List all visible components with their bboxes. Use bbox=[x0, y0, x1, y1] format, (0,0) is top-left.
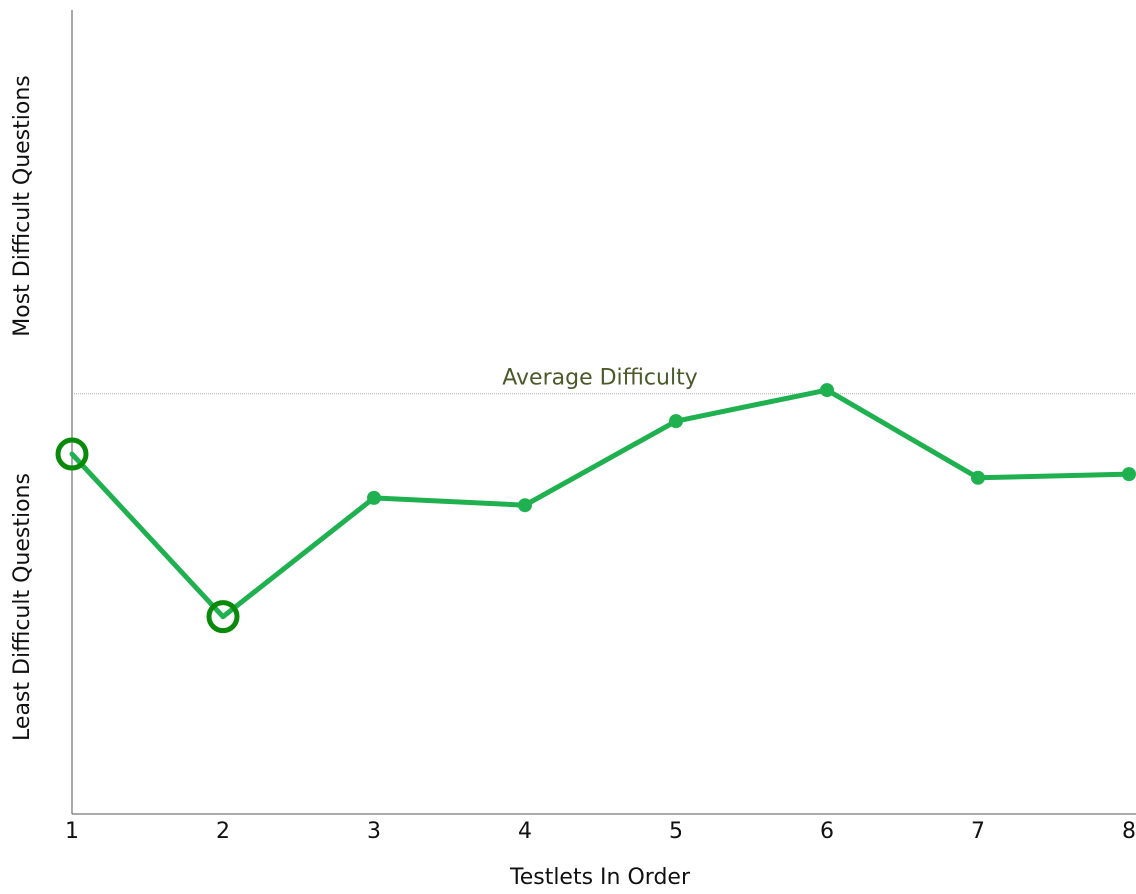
x-tick-label: 4 bbox=[518, 819, 532, 844]
data-point bbox=[971, 470, 985, 485]
x-tick-label: 2 bbox=[216, 819, 230, 844]
x-tick-label: 3 bbox=[367, 819, 381, 844]
y-axis-title-upper: Most Difficult Questions bbox=[10, 75, 35, 336]
average-difficulty-label: Average Difficulty bbox=[502, 366, 697, 391]
highlighted-data-point bbox=[206, 600, 240, 634]
x-tick-labels: 1 2 3 4 5 6 7 8 bbox=[65, 819, 1136, 844]
highlighted-data-point bbox=[55, 437, 89, 471]
data-point bbox=[820, 383, 834, 398]
data-point bbox=[669, 414, 683, 429]
x-axis-title: Testlets In Order bbox=[509, 865, 691, 890]
x-tick-label: 8 bbox=[1122, 819, 1136, 844]
data-point bbox=[367, 490, 381, 505]
x-tick-label: 7 bbox=[971, 819, 985, 844]
difficulty-series-line bbox=[69, 387, 1132, 620]
x-tick-label: 6 bbox=[820, 819, 834, 844]
x-tick-label: 5 bbox=[669, 819, 683, 844]
y-axis-title-lower: Least Difficult Questions bbox=[10, 473, 35, 741]
data-points bbox=[55, 383, 1136, 634]
data-point bbox=[1122, 467, 1136, 482]
x-tick-label: 1 bbox=[65, 819, 79, 844]
data-point bbox=[518, 498, 532, 513]
